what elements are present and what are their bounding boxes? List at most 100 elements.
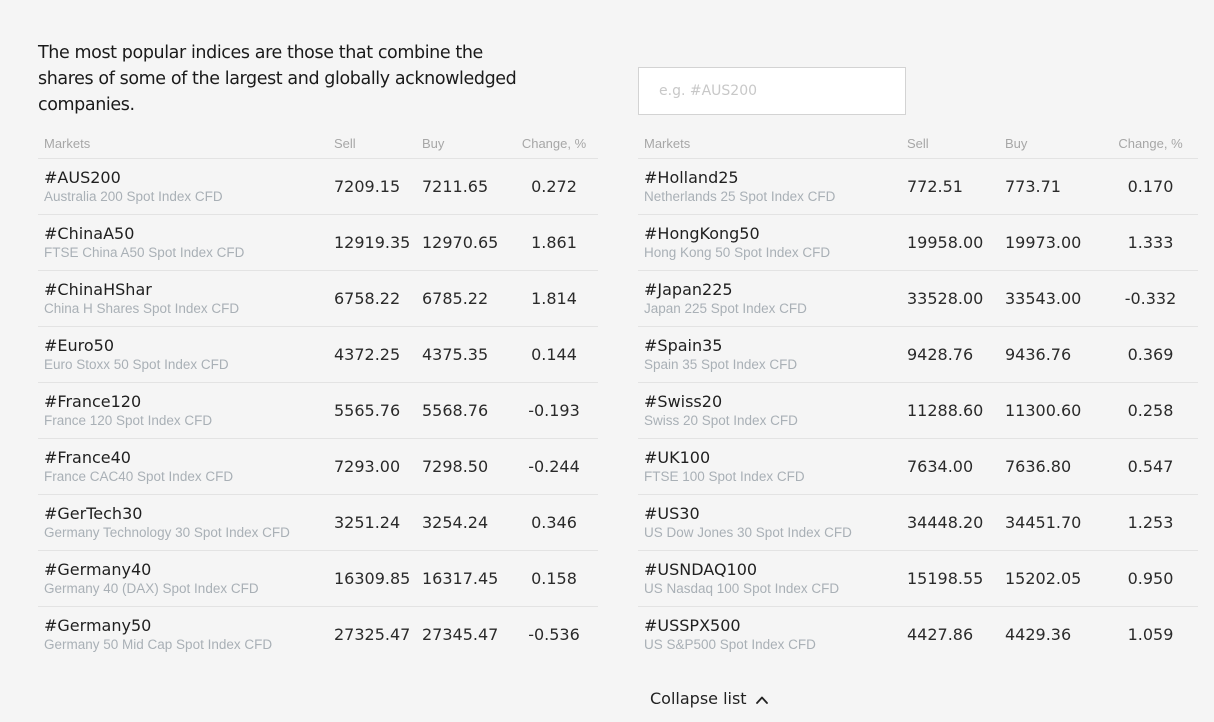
change-percent: 1.861 bbox=[531, 233, 577, 252]
market-symbol[interactable]: #France120 bbox=[44, 391, 142, 411]
market-description: FTSE 100 Spot Index CFD bbox=[644, 468, 805, 484]
market-symbol[interactable]: #AUS200 bbox=[44, 167, 121, 187]
market-symbol[interactable]: #ChinaHShar bbox=[44, 279, 152, 299]
market-description: Hong Kong 50 Spot Index CFD bbox=[644, 244, 831, 260]
table-row[interactable]: #Euro50 Euro Stoxx 50 Spot Index CFD 4372.… bbox=[38, 327, 598, 383]
market-symbol[interactable]: #Japan225 bbox=[644, 279, 733, 299]
market-cell: #Germany50 Germany 50 Mid Cap Spot Index … bbox=[38, 607, 334, 663]
table-row[interactable]: #USSPX500 US S&P500 Spot Index CFD 4427.86… bbox=[638, 607, 1198, 663]
buy-price: 16317.45 bbox=[422, 569, 499, 588]
table-row[interactable]: #AUS200 Australia 200 Spot Index CFD 7209.… bbox=[38, 159, 598, 215]
col-sell: Sell bbox=[907, 135, 929, 151]
buy-price: 11300.60 bbox=[1005, 401, 1082, 420]
market-cell: #ChinaHShar China H Shares Spot Index CFD bbox=[38, 271, 334, 327]
market-symbol[interactable]: #USNDAQ100 bbox=[644, 559, 758, 579]
market-description: FTSE China A50 Spot Index CFD bbox=[44, 244, 245, 260]
col-change: Change, % bbox=[521, 135, 587, 151]
market-symbol[interactable]: #Euro50 bbox=[44, 335, 115, 355]
table-row[interactable]: #Swiss20 Swiss 20 Spot Index CFD 11288.60 1… bbox=[638, 383, 1198, 439]
sell-price: 12919.35 bbox=[334, 233, 411, 252]
right-table-body: #Holland25 Netherlands 25 Spot Index CFD 7… bbox=[638, 159, 1198, 663]
sell-price: 34448.20 bbox=[907, 513, 984, 532]
market-symbol[interactable]: #UK100 bbox=[644, 447, 711, 467]
sell-price: 7293.00 bbox=[334, 457, 401, 476]
buy-price: 4429.36 bbox=[1005, 625, 1072, 645]
market-cell: #GerTech30 Germany Technology 30 Spot Ind… bbox=[38, 495, 334, 551]
change-percent: 0.369 bbox=[1127, 345, 1174, 364]
collapse-list-button[interactable]: Collapse list bbox=[650, 689, 769, 708]
buy-price: 7298.50 bbox=[422, 457, 489, 476]
buy-price: 7636.80 bbox=[1005, 457, 1072, 476]
market-cell: #AUS200 Australia 200 Spot Index CFD bbox=[38, 159, 334, 215]
table-row[interactable]: #Germany40 Germany 40 (DAX) Spot Index CF… bbox=[38, 551, 598, 607]
market-cell: #France120 France 120 Spot Index CFD bbox=[38, 383, 334, 439]
buy-price: 6785.22 bbox=[422, 289, 489, 308]
market-cell: #Spain35 Spain 35 Spot Index CFD bbox=[638, 327, 907, 383]
market-symbol[interactable]: #US30 bbox=[644, 503, 700, 523]
sell-price: 772.51 bbox=[907, 177, 963, 196]
buy-price: 5568.76 bbox=[422, 401, 489, 420]
col-change: Change, % bbox=[1118, 135, 1183, 151]
change-percent: 0.272 bbox=[531, 177, 577, 196]
market-description: France 120 Spot Index CFD bbox=[44, 412, 213, 428]
market-description: Euro Stoxx 50 Spot Index CFD bbox=[44, 356, 229, 372]
change-percent: 0.170 bbox=[1127, 177, 1174, 196]
table-row[interactable]: #HongKong50 Hong Kong 50 Spot Index CFD 19… bbox=[638, 215, 1198, 271]
sell-price: 9428.76 bbox=[907, 345, 974, 364]
table-row[interactable]: #Holland25 Netherlands 25 Spot Index CFD 7… bbox=[638, 159, 1198, 215]
market-description: US S&P500 Spot Index CFD bbox=[644, 636, 816, 652]
buy-price: 7211.65 bbox=[422, 177, 489, 196]
market-description: Germany Technology 30 Spot Index CFD bbox=[44, 524, 290, 540]
col-buy: Buy bbox=[1005, 135, 1028, 151]
left-table-body: #AUS200 Australia 200 Spot Index CFD 7209.… bbox=[38, 159, 598, 663]
market-description: Netherlands 25 Spot Index CFD bbox=[644, 188, 836, 204]
buy-price: 12970.65 bbox=[422, 233, 499, 252]
market-symbol[interactable]: #Holland25 bbox=[644, 167, 739, 187]
market-symbol[interactable]: #Germany50 bbox=[44, 615, 152, 635]
table-row[interactable]: #ChinaA50 FTSE China A50 Spot Index CFD 12… bbox=[38, 215, 598, 271]
market-symbol[interactable]: #ChinaA50 bbox=[44, 223, 135, 243]
market-symbol[interactable]: #Germany40 bbox=[44, 559, 152, 579]
sell-price: 15198.55 bbox=[907, 569, 984, 588]
market-symbol[interactable]: #USSPX500 bbox=[644, 615, 741, 635]
buy-price: 4375.35 bbox=[422, 345, 489, 364]
market-symbol[interactable]: #France40 bbox=[44, 447, 131, 467]
market-description: China H Shares Spot Index CFD bbox=[44, 300, 240, 316]
table-row[interactable]: #France120 France 120 Spot Index CFD 5565.… bbox=[38, 383, 598, 439]
sell-price: 4372.25 bbox=[334, 345, 401, 364]
sell-price: 5565.76 bbox=[334, 401, 401, 420]
market-cell: #Japan225 Japan 225 Spot Index CFD bbox=[638, 271, 907, 327]
table-row[interactable]: #Japan225 Japan 225 Spot Index CFD 33528.0… bbox=[638, 271, 1198, 327]
table-row[interactable]: #ChinaHShar China H Shares Spot Index CFD… bbox=[38, 271, 598, 327]
col-buy: Buy bbox=[422, 135, 445, 151]
table-header: Markets Sell Buy Change, % bbox=[638, 128, 1198, 159]
sell-price: 11288.60 bbox=[907, 401, 984, 420]
search-input[interactable] bbox=[638, 67, 906, 115]
market-description: Germany 40 (DAX) Spot Index CFD bbox=[44, 580, 259, 596]
market-cell: #France40 France CAC40 Spot Index CFD bbox=[38, 439, 334, 495]
table-row[interactable]: #Germany50 Germany 50 Mid Cap Spot Index … bbox=[38, 607, 598, 663]
market-cell: #Swiss20 Swiss 20 Spot Index CFD bbox=[638, 383, 907, 439]
market-symbol[interactable]: #Spain35 bbox=[644, 335, 723, 355]
market-symbol[interactable]: #HongKong50 bbox=[644, 223, 760, 243]
table-row[interactable]: #UK100 FTSE 100 Spot Index CFD 7634.00 7636… bbox=[638, 439, 1198, 495]
table-row[interactable]: #France40 France CAC40 Spot Index CFD 7293… bbox=[38, 439, 598, 495]
buy-price: 9436.76 bbox=[1005, 345, 1072, 364]
sell-price: 33528.00 bbox=[907, 289, 984, 308]
change-percent: 0.158 bbox=[531, 569, 577, 588]
sell-price: 27325.47 bbox=[334, 625, 411, 645]
sell-price: 4427.86 bbox=[907, 625, 974, 645]
market-symbol[interactable]: #GerTech30 bbox=[44, 503, 143, 523]
table-row[interactable]: #Spain35 Spain 35 Spot Index CFD 9428.76 94… bbox=[638, 327, 1198, 383]
change-percent: 1.333 bbox=[1127, 233, 1174, 252]
table-row[interactable]: #US30 US Dow Jones 30 Spot Index CFD 34448… bbox=[638, 495, 1198, 551]
market-symbol[interactable]: #Swiss20 bbox=[644, 391, 723, 411]
market-description: US Dow Jones 30 Spot Index CFD bbox=[644, 524, 852, 540]
collapse-list-label: Collapse list bbox=[650, 689, 747, 708]
table-row[interactable]: #USNDAQ100 US Nasdaq 100 Spot Index CFD 15… bbox=[638, 551, 1198, 607]
table-row[interactable]: #GerTech30 Germany Technology 30 Spot Ind… bbox=[38, 495, 598, 551]
left-markets-table: Markets Sell Buy Change, % #AUS200 Austra… bbox=[38, 128, 598, 663]
change-percent: 1.814 bbox=[531, 289, 577, 308]
col-markets: Markets bbox=[44, 135, 91, 151]
right-markets-table: Markets Sell Buy Change, % #Holland25 Net… bbox=[638, 128, 1198, 663]
